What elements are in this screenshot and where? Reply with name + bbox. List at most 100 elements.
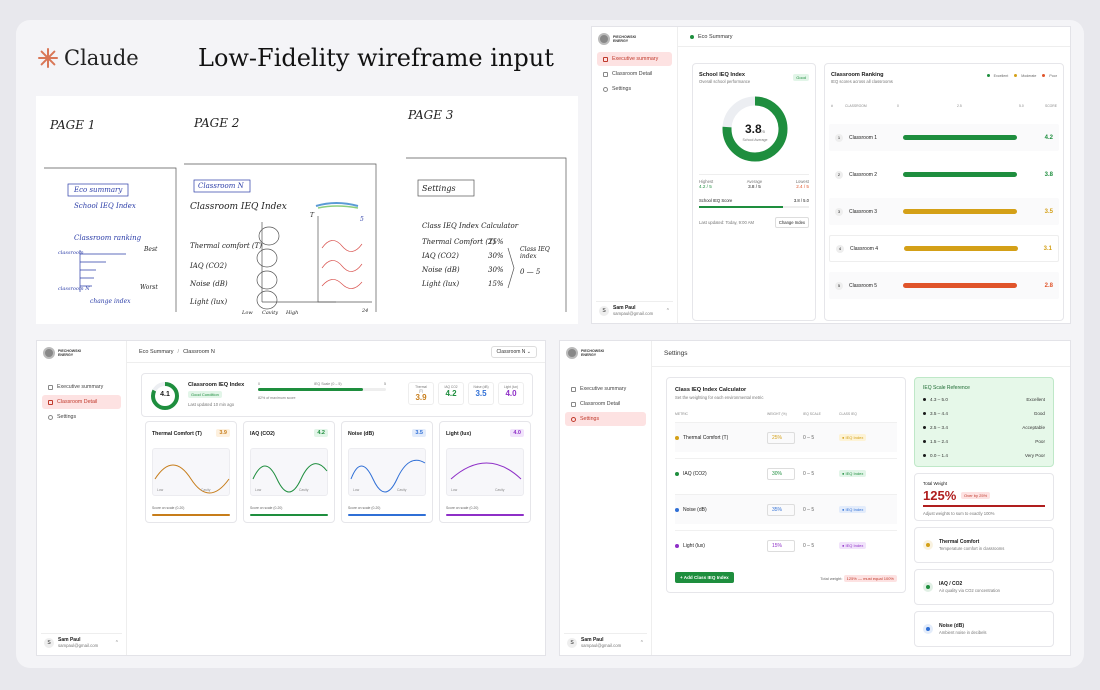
ranking-row[interactable]: 4 Classroom 4 3.1 <box>829 235 1059 262</box>
classroom-ieq-donut <box>151 382 179 410</box>
nav-executive-summary[interactable]: Executive summary <box>42 380 121 394</box>
metric-wave <box>350 459 426 493</box>
chevron-updown-icon: ⌃ <box>114 639 119 646</box>
sketch-best: Best <box>144 246 158 253</box>
sketch-classroom-n: classroom N <box>58 286 90 292</box>
sketch-p3-metric-0: Thermal Comfort (T) <box>422 238 496 246</box>
scale-reference-row: 3.5 – 4.4 Good <box>923 406 1045 420</box>
page-title: Low-Fidelity wireframe input <box>198 44 554 72</box>
status-badge: Good Condition <box>188 391 222 398</box>
classroom-name: Classroom 3 <box>849 208 878 215</box>
ranking-row[interactable]: 5 Classroom 5 2.8 <box>829 272 1059 299</box>
metric-wave <box>154 464 230 494</box>
classroom-detail-screen: PIECHOWSKI ENERGY Executive summary Class… <box>36 340 546 656</box>
nav-classroom-detail[interactable]: Classroom Detail <box>565 397 646 411</box>
status-badge: Good <box>793 74 809 81</box>
classroom-name: Classroom 4 <box>850 245 879 252</box>
sketch-class-ieq: Class IEQ index <box>520 246 550 260</box>
sketch-top: T <box>310 212 315 219</box>
nav-classroom-detail[interactable]: Classroom Detail <box>597 67 672 81</box>
company-logo: PIECHOWSKI ENERGY <box>37 341 126 365</box>
user-menu[interactable]: S Sam Paul sampaul@gmail.com ⌃ <box>41 633 122 651</box>
classroom-ieq-card: 4.1 Classroom IEQ Index Good Condition L… <box>141 373 533 417</box>
sidebar: PIECHOWSKI ENERGY Executive summary Class… <box>592 27 678 323</box>
metric-info-card: IAQ / CO2 Air quality via CO2 concentrat… <box>914 569 1054 605</box>
metric-dot <box>675 543 679 548</box>
score-bar <box>904 246 1018 251</box>
user-menu[interactable]: S Sam Paul sampaul@gmail.com ⌃ <box>564 633 647 651</box>
sketch-metric-2: Noise (dB) <box>190 280 228 288</box>
change-index-button[interactable]: Change Index <box>774 217 809 228</box>
user-menu[interactable]: S Sam Paul sampaul@gmail.com ⌃ <box>596 301 673 319</box>
eco-summary-screen: PIECHOWSKI ENERGY Executive summary Class… <box>591 26 1071 324</box>
classroom-score: 3.8 <box>1044 171 1053 178</box>
metric-chip: Noise (dB) 3.5 <box>468 382 494 405</box>
metric-chip: Light (lux) 4.0 <box>498 382 524 405</box>
sketch-axis-low: Low <box>242 310 253 316</box>
ranking-row[interactable]: 3 Classroom 3 3.5 <box>829 198 1059 225</box>
classroom-ranking-card: Classroom Ranking IEQ scores across all … <box>824 63 1064 321</box>
nav-executive-summary[interactable]: Executive summary <box>597 52 672 66</box>
sketch-metric-0: Thermal comfort (T) <box>190 242 263 250</box>
sketch-classroom-ranking: Classroom ranking <box>74 234 142 242</box>
metric-card: Noise (dB) 3.5 Low Cavity Score on scale (… <box>341 421 433 523</box>
total-weight-value: 125% <box>923 488 957 503</box>
nav-settings[interactable]: Settings <box>42 410 121 424</box>
ranking-row[interactable]: 2 Classroom 2 3.8 <box>829 161 1059 188</box>
classroom-name: Classroom 2 <box>849 171 878 178</box>
sidebar: PIECHOWSKI ENERGY Executive summary Class… <box>560 341 652 655</box>
total-weight-card: Total Weight 125% Over by 25% Adjust wei… <box>914 473 1054 521</box>
rank-number: 2 <box>835 170 843 179</box>
score-bar <box>903 135 1017 140</box>
weight-input[interactable]: 35% <box>767 503 795 516</box>
metric-wave <box>450 462 522 480</box>
sketch-weight-1: 30% <box>488 252 504 260</box>
score-bar <box>903 172 1017 177</box>
weight-input[interactable]: 30% <box>767 467 795 480</box>
company-logo: PIECHOWSKI ENERGY <box>560 341 651 365</box>
classroom-score: 2.8 <box>1044 282 1053 289</box>
sketch-metric-3: Light (lux) <box>190 298 228 306</box>
classroom-select[interactable]: Classroom N ⌄ <box>490 345 537 358</box>
sketch-p3-metric-2: Noise (dB) <box>422 266 460 274</box>
weight-input[interactable]: 15% <box>767 539 795 552</box>
scale-reference-row: 2.5 – 3.4 Acceptable <box>923 420 1045 434</box>
sketch-calc-heading: Class IEQ Index Calculator <box>422 222 519 230</box>
sketch-weight-3: 15% <box>488 280 504 288</box>
classroom-score: 4.2 <box>1044 134 1053 141</box>
sketch-range: 0 — 5 <box>520 268 541 276</box>
board: Claude Low-Fidelity wireframe input PAGE… <box>16 20 1084 668</box>
ieq-donut <box>722 96 788 162</box>
sketch-classroom-tag: Classroom N <box>198 182 244 190</box>
metric-card: Light (lux) 4.0 Low Cavity Score on scale … <box>439 421 531 523</box>
nav-settings[interactable]: Settings <box>565 412 646 426</box>
score-bar <box>903 209 1017 214</box>
nav-classroom-detail[interactable]: Classroom Detail <box>42 395 121 409</box>
scale-reference-row: 4.3 – 5.0 Excellent <box>923 392 1045 406</box>
breadcrumb-root[interactable]: Eco Summary <box>139 348 174 355</box>
calculator-row: Thermal Comfort (T) 25% 0 – 5 ● IEQ Inde… <box>675 422 897 452</box>
ieq-index-tag: ● IEQ Index <box>839 470 867 477</box>
nav-settings[interactable]: Settings <box>597 82 672 96</box>
metric-info-card: Noise (dB) Ambient noise in decibels <box>914 611 1054 647</box>
sketch-axis-high: High <box>286 310 299 316</box>
ieq-index-tag: ● IEQ Index <box>839 434 867 441</box>
chevron-updown-icon: ⌃ <box>665 307 670 314</box>
rank-number: 3 <box>835 207 843 216</box>
add-class-ieq-button[interactable]: + Add Class IEQ Index <box>675 572 734 583</box>
chevron-updown-icon: ⌃ <box>639 639 644 646</box>
classroom-name: Classroom 1 <box>849 134 878 141</box>
nav-executive-summary[interactable]: Executive summary <box>565 382 646 396</box>
metric-card: IAQ (CO2) 4.2 Low Cavity Score on scale (0… <box>243 421 335 523</box>
ranking-row[interactable]: 1 Classroom 1 4.2 <box>829 124 1059 151</box>
ranking-legend: Excellent Moderate Poor <box>986 74 1057 78</box>
total-weight-warning: 125% — must equal 100% <box>843 575 897 582</box>
sketch-classroom: classroom <box>58 250 84 256</box>
brand: Claude <box>38 46 139 70</box>
ieq-value: 3.8 <box>744 122 762 136</box>
metric-chip: Thermal (T) 3.9 <box>408 382 434 405</box>
calculator-card: Class IEQ Index Calculator Set the weigh… <box>666 377 906 593</box>
weight-input[interactable]: 25% <box>767 431 795 444</box>
sketch-axis-cavity: Cavity <box>262 310 279 316</box>
school-ieq-card: School IEQ Index Overall school performa… <box>692 63 816 321</box>
